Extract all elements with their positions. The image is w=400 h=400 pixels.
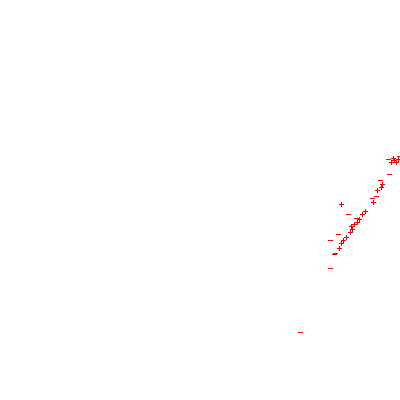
data-point	[355, 220, 360, 225]
data-point	[379, 185, 384, 190]
data-point	[375, 188, 380, 193]
data-point	[380, 182, 385, 187]
data-point	[363, 209, 368, 214]
data-marks	[298, 156, 400, 333]
data-point	[391, 156, 396, 161]
data-point	[344, 235, 349, 240]
data-point	[350, 227, 355, 232]
data-point	[371, 200, 376, 205]
data-point	[337, 246, 342, 251]
data-point	[339, 202, 344, 207]
data-point	[348, 230, 353, 235]
data-point	[389, 160, 394, 165]
data-point	[352, 222, 357, 227]
data-point	[339, 241, 344, 246]
data-point	[394, 160, 399, 165]
data-point	[341, 238, 346, 243]
data-point	[357, 217, 362, 222]
data-point	[360, 212, 365, 217]
data-point	[349, 224, 354, 229]
data-point	[396, 157, 400, 162]
